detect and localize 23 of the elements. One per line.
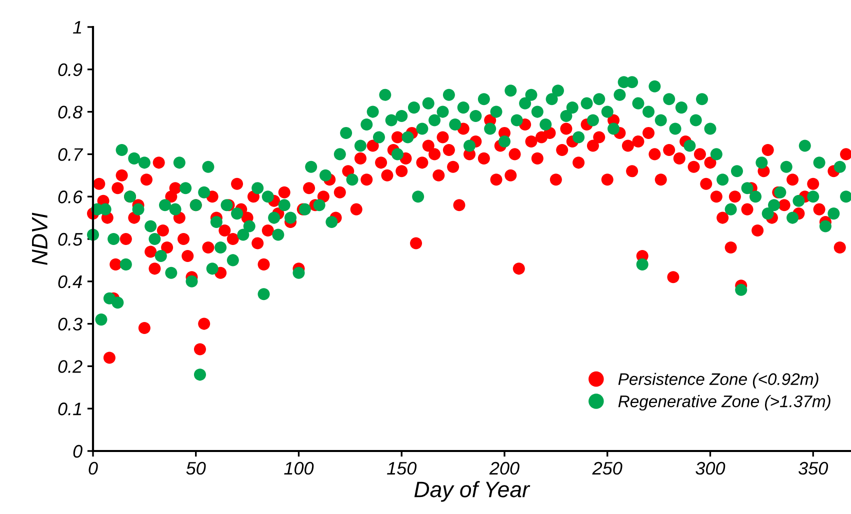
x-tick-label: 50 [186, 462, 206, 475]
x-tick-label: 200 [489, 462, 520, 475]
x-tick-label: 350 [798, 462, 828, 475]
x-tick-label: 150 [387, 462, 417, 475]
y-tick-label: 0.6 [58, 190, 83, 204]
y-tick-label: 0 [73, 444, 82, 458]
y-tick-label: 0.1 [58, 402, 82, 416]
x-tick-label: 300 [696, 462, 726, 475]
y-tick-label: 0.2 [58, 360, 82, 373]
x-tick-label: 250 [592, 462, 622, 475]
y-tick-label: 0.7 [58, 148, 84, 161]
y-tick-label: 0.8 [58, 106, 82, 119]
y-axis-title: NDVI [32, 212, 48, 265]
x-axis-title: Day of Year [414, 481, 530, 502]
y-tick-label: 0.3 [58, 318, 82, 331]
y-tick-label: 1 [73, 21, 82, 34]
legend-label: Regenerative Zone (>1.37m) [618, 395, 830, 411]
x-tick-label: 100 [284, 462, 314, 475]
y-tick-label: 0.4 [58, 275, 82, 288]
y-tick-label: 0.5 [58, 232, 83, 246]
y-tick-label: 0.9 [58, 63, 82, 76]
legend-label: Persistence Zone (<0.92m) [618, 372, 818, 388]
x-tick-label: 0 [88, 462, 98, 475]
